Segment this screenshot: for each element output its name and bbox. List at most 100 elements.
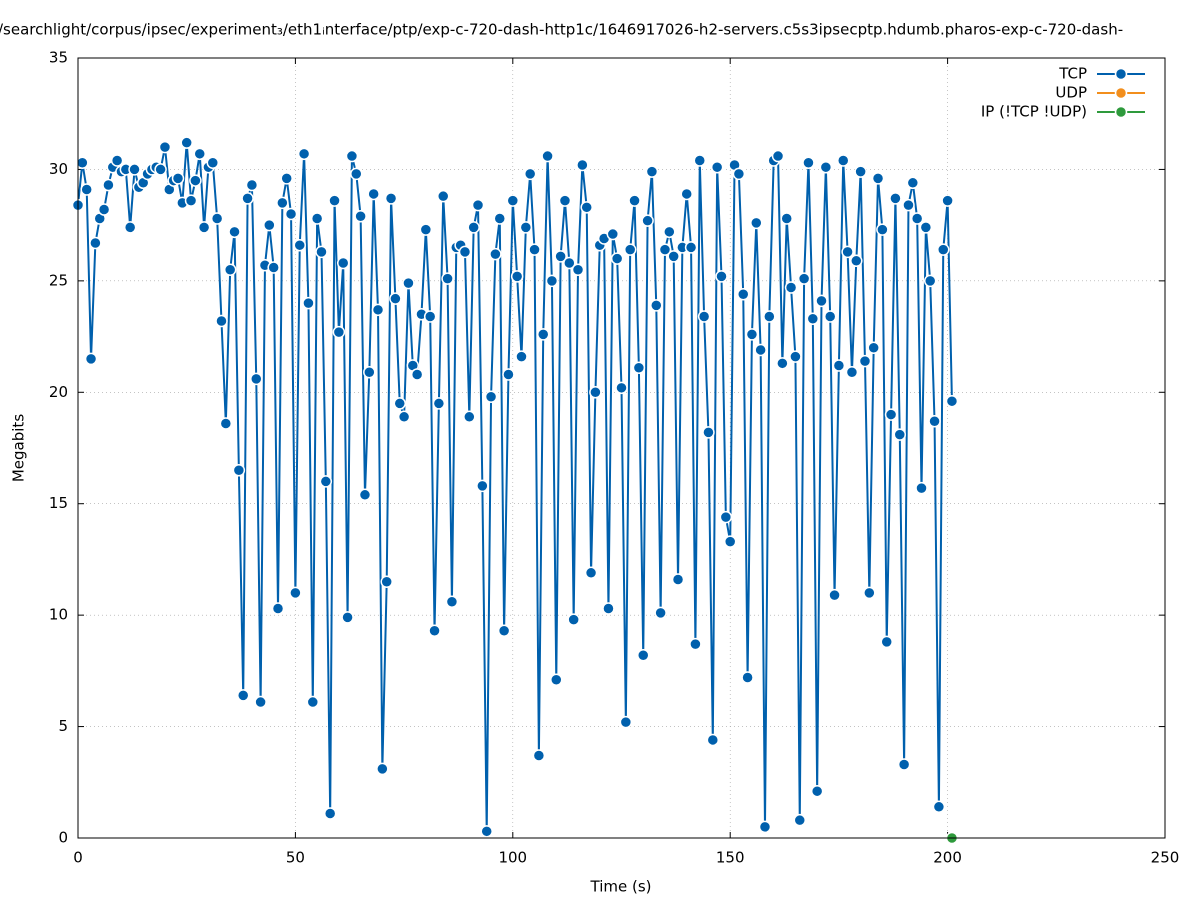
data-point xyxy=(189,174,202,187)
data-point xyxy=(241,192,254,205)
data-point xyxy=(763,310,776,323)
data-point xyxy=(576,158,589,172)
data-point xyxy=(650,299,663,312)
data-point xyxy=(654,606,667,620)
data-point xyxy=(858,354,872,368)
x-tick-label: 50 xyxy=(286,849,305,867)
data-point xyxy=(702,426,715,439)
data-point xyxy=(536,328,550,341)
data-point xyxy=(750,216,763,230)
data-point xyxy=(797,272,811,285)
legend-marker xyxy=(1114,86,1128,100)
data-point xyxy=(263,218,276,232)
data-point xyxy=(245,178,259,192)
data-point xyxy=(693,154,707,167)
data-point xyxy=(754,343,767,357)
data-point xyxy=(710,160,724,174)
data-point xyxy=(402,276,415,290)
data-point xyxy=(945,394,959,408)
data-point xyxy=(776,357,789,370)
data-point xyxy=(154,163,167,176)
data-point xyxy=(302,296,315,310)
data-point xyxy=(802,156,815,169)
data-point xyxy=(828,588,841,602)
data-point xyxy=(271,602,285,615)
y-tick-label: 25 xyxy=(49,271,68,289)
data-point xyxy=(476,479,489,493)
y-tick-label: 20 xyxy=(49,383,68,401)
data-point xyxy=(628,194,641,207)
data-point xyxy=(658,243,672,256)
data-point xyxy=(236,689,250,702)
data-point xyxy=(310,212,324,225)
data-point xyxy=(158,140,172,154)
data-point xyxy=(419,223,433,236)
data-point xyxy=(532,749,546,762)
data-point xyxy=(867,341,880,354)
y-tick-label: 0 xyxy=(58,829,68,847)
data-point xyxy=(484,390,498,403)
plot-border xyxy=(77,57,1166,839)
data-point xyxy=(341,611,354,624)
data-point xyxy=(602,602,615,615)
data-point xyxy=(641,214,654,227)
data-point xyxy=(563,256,576,270)
data-point xyxy=(215,314,228,328)
data-point xyxy=(889,192,902,205)
data-point xyxy=(680,187,693,201)
data-point xyxy=(845,365,859,379)
data-point xyxy=(515,350,528,363)
data-point xyxy=(350,167,363,181)
data-point xyxy=(736,287,750,301)
x-axis-label: Time (s) xyxy=(590,878,652,896)
data-point xyxy=(623,243,637,256)
data-point xyxy=(836,154,850,167)
data-point xyxy=(336,256,350,270)
y-axis-label: Megabits xyxy=(10,414,28,482)
x-tick-label: 250 xyxy=(1151,849,1180,867)
data-point xyxy=(254,695,267,709)
data-point xyxy=(193,147,206,161)
data-point xyxy=(584,566,598,580)
data-point xyxy=(706,733,720,747)
data-point xyxy=(893,428,907,441)
legend-label: TCP xyxy=(1058,65,1087,83)
data-point xyxy=(902,198,915,212)
data-point xyxy=(884,408,898,421)
data-point xyxy=(410,368,424,381)
data-point xyxy=(863,586,876,600)
data-point xyxy=(206,156,220,169)
data-point xyxy=(219,417,233,430)
data-point xyxy=(363,365,376,379)
x-tick-label: 0 xyxy=(73,849,83,867)
data-point xyxy=(328,194,341,207)
data-point xyxy=(319,475,333,488)
data-point xyxy=(358,488,372,502)
data-point xyxy=(793,813,807,827)
x-tick-label: 100 xyxy=(498,849,527,867)
data-point xyxy=(923,274,937,288)
data-point xyxy=(123,221,137,234)
data-point xyxy=(376,762,389,776)
data-point xyxy=(289,586,302,600)
data-point xyxy=(528,243,541,256)
data-point xyxy=(663,225,676,239)
data-point xyxy=(558,194,572,207)
data-point xyxy=(480,825,493,838)
data-point xyxy=(910,212,924,225)
data-point xyxy=(723,535,737,548)
y-tick-label: 10 xyxy=(49,606,68,624)
data-point xyxy=(871,172,885,185)
data-point xyxy=(906,176,920,190)
data-point xyxy=(389,292,402,305)
data-point xyxy=(771,149,785,163)
data-point xyxy=(636,649,650,662)
data-point xyxy=(554,250,567,263)
data-point xyxy=(841,245,854,259)
legend-marker xyxy=(1114,105,1128,119)
data-point xyxy=(497,624,511,637)
data-point xyxy=(80,183,93,196)
data-point xyxy=(854,165,867,178)
data-point xyxy=(180,136,193,149)
